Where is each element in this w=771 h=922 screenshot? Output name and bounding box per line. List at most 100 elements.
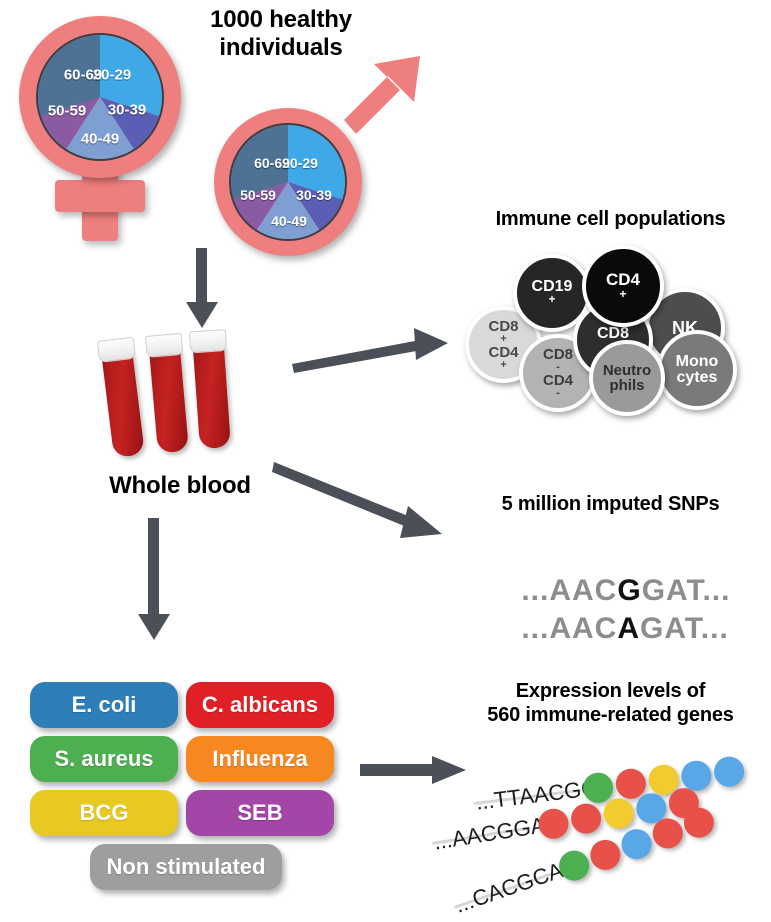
cell-label-line1: CD8 + bbox=[488, 317, 519, 345]
snp-variant: G bbox=[617, 574, 642, 607]
stimulus-seb[interactable]: SEB bbox=[186, 790, 334, 836]
dna-strands: ...TTAACGG ...AACGGAT ...CACGCAA bbox=[431, 740, 771, 920]
bead bbox=[586, 835, 625, 874]
female-pie-label-20-29: 20-29 bbox=[92, 66, 132, 84]
tube-body bbox=[192, 343, 231, 450]
slice-60-69 bbox=[231, 125, 288, 200]
stimulus-label: E. coli bbox=[71, 692, 137, 717]
cell-neutrophils: Neutro phils bbox=[589, 340, 665, 416]
stimulus-label: S. aureus bbox=[54, 746, 154, 771]
cell-cd4pos: CD4 + bbox=[582, 245, 664, 327]
female-symbol: 20-29 30-39 40-49 50-59 60-69 bbox=[10, 8, 200, 241]
cohort-heading-line1: 1000 healthy bbox=[210, 6, 352, 33]
male-pie-label-40-49: 40-49 bbox=[271, 213, 307, 229]
snps-title: 5 million imputed SNPs bbox=[501, 493, 720, 515]
bead bbox=[679, 803, 718, 842]
blood-tube-2 bbox=[144, 332, 189, 454]
male-pie-label-20-29: 20-29 bbox=[282, 155, 318, 171]
tube-neck bbox=[144, 332, 184, 358]
expression-title: Expression levels of 560 immune-related … bbox=[450, 680, 771, 727]
immune-cells-cluster: CD8+ CD4+ CD19+ CD4+ NK CD8+ bbox=[455, 240, 765, 420]
expression-title-line1: Expression levels of bbox=[515, 680, 706, 702]
cohort-heading: 1000 healthy individuals bbox=[178, 6, 384, 63]
cell-monocytes: Mono cytes bbox=[657, 330, 737, 410]
snp-allele-1: ...AACGGAT... bbox=[484, 540, 730, 642]
bead bbox=[648, 814, 687, 853]
cell-label-line2: CD4- bbox=[542, 372, 573, 399]
stimulus-label: C. albicans bbox=[201, 692, 319, 717]
bead bbox=[617, 825, 656, 864]
mars-arrow-shape bbox=[344, 56, 420, 134]
cell-label-line1: Mono bbox=[675, 353, 719, 370]
cohort-heading-line2: individuals bbox=[219, 34, 343, 62]
expression-title-line2: 560 immune-related genes bbox=[487, 703, 734, 726]
slice-40-49 bbox=[63, 97, 137, 159]
stimulus-c-albicans[interactable]: C. albicans bbox=[186, 682, 334, 728]
arrow-shaft bbox=[292, 340, 422, 373]
arrow-blood-to-snps bbox=[272, 462, 442, 538]
female-pie-label-50-59: 50-59 bbox=[47, 102, 87, 120]
snp-prefix: ...AAC bbox=[521, 612, 618, 645]
arrow-shaft bbox=[360, 764, 438, 776]
slice-50-59 bbox=[233, 182, 288, 234]
female-pie-slices bbox=[38, 35, 162, 159]
tube-body bbox=[101, 350, 145, 458]
female-pie-label-30-39: 30-39 bbox=[107, 101, 147, 119]
male-symbol: 20-29 30-39 40-49 50-59 60-69 bbox=[200, 50, 430, 256]
stimulus-influenza[interactable]: Influenza bbox=[186, 736, 334, 782]
stimulus-label: BCG bbox=[79, 800, 129, 825]
venus-stem-horizontal bbox=[55, 180, 145, 212]
blood-tube-1 bbox=[96, 336, 145, 458]
stimulus-s-aureus[interactable]: S. aureus bbox=[30, 736, 178, 782]
male-pie-label-50-59: 50-59 bbox=[240, 187, 276, 203]
blood-tube-3 bbox=[188, 328, 231, 450]
arrow-blood-to-immune bbox=[292, 328, 448, 373]
snp-prefix: ...AAC bbox=[521, 574, 618, 607]
slice-60-69 bbox=[38, 35, 100, 117]
arrow-shaft bbox=[196, 248, 207, 306]
female-pie-svg bbox=[38, 35, 162, 159]
bead bbox=[601, 796, 636, 831]
stimulus-label: SEB bbox=[237, 800, 283, 825]
arrow-head bbox=[186, 302, 218, 328]
cell-label-line2: CD4 + bbox=[488, 343, 519, 371]
male-age-pie: 20-29 30-39 40-49 50-59 60-69 bbox=[229, 123, 347, 241]
slice-20-29 bbox=[100, 35, 162, 117]
male-pie-label-60-69: 60-69 bbox=[254, 155, 290, 171]
cell-label-line1: CD8- bbox=[542, 346, 573, 374]
cell-label-line2: cytes bbox=[676, 369, 718, 386]
blood-tubes bbox=[96, 328, 270, 460]
arrow-head bbox=[400, 506, 442, 538]
stimulus-bcg[interactable]: BCG bbox=[30, 790, 178, 836]
male-pie-label-30-39: 30-39 bbox=[296, 187, 332, 203]
stimulus-label: Non stimulated bbox=[106, 854, 266, 879]
snp-allele-2: ...AACAGAT... bbox=[484, 578, 729, 680]
male-pie-svg bbox=[231, 125, 345, 239]
cell-label: CD19 + bbox=[531, 278, 573, 307]
stimulus-non-stimulated[interactable]: Non stimulated bbox=[90, 844, 282, 890]
arrow-shaft bbox=[148, 518, 159, 618]
female-age-pie: 20-29 30-39 40-49 50-59 60-69 bbox=[36, 33, 164, 161]
slice-40-49 bbox=[254, 182, 322, 239]
slice-30-39 bbox=[100, 97, 159, 153]
tube-neck bbox=[96, 336, 137, 363]
arrow-head bbox=[432, 756, 466, 784]
tube-neck bbox=[188, 328, 228, 354]
snp-variant: A bbox=[617, 612, 641, 645]
slice-30-39 bbox=[288, 182, 343, 234]
bead bbox=[568, 801, 604, 836]
arrow-cohort-to-blood bbox=[186, 248, 218, 328]
tube-body bbox=[148, 347, 189, 454]
female-pie-label-60-69: 60-69 bbox=[63, 66, 103, 84]
snp-suffix: GAT... bbox=[640, 612, 729, 645]
arrow-head bbox=[138, 614, 170, 640]
cell-label: CD4 + bbox=[605, 270, 640, 302]
cell-label-line1: Neutro bbox=[602, 362, 652, 379]
male-pie-slices bbox=[231, 125, 345, 239]
arrow-shaft bbox=[272, 462, 418, 530]
cell-label-line2: phils bbox=[609, 377, 645, 394]
stimulus-e-coli[interactable]: E. coli bbox=[30, 682, 178, 728]
arrow-stimuli-to-expression bbox=[360, 756, 466, 784]
female-pie-label-40-49: 40-49 bbox=[80, 130, 120, 148]
